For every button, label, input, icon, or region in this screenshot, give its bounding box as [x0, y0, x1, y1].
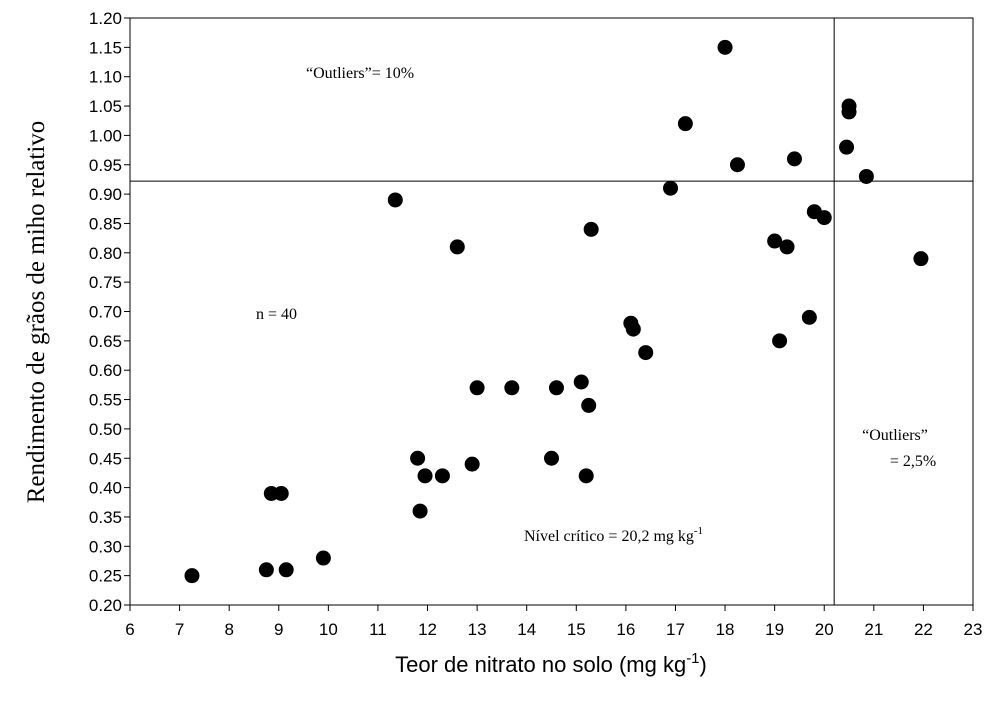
data-point — [638, 345, 654, 361]
data-point — [767, 233, 783, 249]
annotation-outliers-top: “Outliers”= 10% — [306, 65, 414, 82]
data-point — [801, 309, 817, 325]
data-point — [583, 221, 599, 237]
x-tick-label: 7 — [175, 620, 184, 639]
data-point — [273, 485, 289, 501]
data-point — [913, 251, 929, 267]
y-tick-label: 0.85 — [89, 214, 122, 233]
x-tick-label: 19 — [765, 620, 784, 639]
x-tick-label: 15 — [567, 620, 586, 639]
data-point — [464, 456, 480, 472]
x-tick-label: 12 — [418, 620, 437, 639]
y-tick-label: 0.90 — [89, 185, 122, 204]
data-points — [184, 39, 929, 584]
data-point — [449, 239, 465, 255]
y-tick-label: 0.35 — [89, 508, 122, 527]
data-point — [504, 380, 520, 396]
x-tick-label: 16 — [616, 620, 635, 639]
critical-level-text: Nível crítico = 20,2 mg kg — [524, 528, 694, 545]
y-tick-label: 0.95 — [89, 156, 122, 175]
x-tick-label: 10 — [319, 620, 338, 639]
data-point — [717, 39, 733, 55]
data-point — [581, 397, 597, 413]
data-point — [786, 151, 802, 167]
x-tick-label: 6 — [125, 620, 134, 639]
data-point — [434, 468, 450, 484]
y-tick-label: 1.00 — [89, 126, 122, 145]
x-tick-label: 22 — [914, 620, 933, 639]
data-point — [278, 562, 294, 578]
data-point — [315, 550, 331, 566]
data-point — [184, 568, 200, 584]
data-point — [417, 468, 433, 484]
x-tick-label: 8 — [224, 620, 233, 639]
y-tick-label: 0.30 — [89, 537, 122, 556]
y-tick-label: 0.50 — [89, 420, 122, 439]
data-point — [841, 98, 857, 114]
data-point — [663, 180, 679, 196]
y-tick-label: 0.75 — [89, 273, 122, 292]
y-tick-label: 0.25 — [89, 567, 122, 586]
x-axis-title-superscript: -1 — [686, 650, 699, 667]
data-point — [625, 321, 641, 337]
x-tick-label: 9 — [274, 620, 283, 639]
y-tick-label: 0.80 — [89, 244, 122, 263]
x-tick-label: 23 — [964, 620, 983, 639]
x-tick-label: 20 — [815, 620, 834, 639]
x-tick-label: 14 — [517, 620, 536, 639]
annotation-outliers-right-line2: = 2,5% — [890, 453, 936, 470]
y-tick-label: 1.15 — [89, 38, 122, 57]
x-tick-label: 18 — [716, 620, 735, 639]
y-tick-label: 0.65 — [89, 332, 122, 351]
y-tick-label: 1.10 — [89, 68, 122, 87]
data-point — [858, 168, 874, 184]
annotation-critical-level: Nível crítico = 20,2 mg kg-1 — [524, 525, 703, 545]
annotation-outliers-right-line1: “Outliers” — [862, 427, 928, 444]
x-tick-label: 17 — [666, 620, 685, 639]
y-tick-label: 1.20 — [89, 9, 122, 28]
y-tick-label: 0.60 — [89, 361, 122, 380]
x-tick-label: 21 — [864, 620, 883, 639]
data-point — [839, 139, 855, 155]
axis-ticks — [124, 17, 974, 611]
data-point — [772, 333, 788, 349]
axis-tick-labels: 6 7 8 9 10 11 12 13 14 15 16 17 18 19 20 21 22 23 0.20 0.25… — [89, 9, 983, 639]
data-point — [469, 380, 485, 396]
x-tick-label: 11 — [369, 620, 387, 639]
data-point — [412, 503, 428, 519]
x-axis-title-end: ) — [700, 652, 707, 677]
x-axis-title-text: Teor de nitrato no solo (mg kg — [395, 652, 686, 677]
y-tick-label: 0.70 — [89, 303, 122, 322]
data-point — [578, 468, 594, 484]
data-point — [677, 116, 693, 132]
data-point — [816, 210, 832, 226]
data-point — [573, 374, 589, 390]
y-tick-label: 1.05 — [89, 97, 122, 116]
y-axis-title: Rendimento de grãos de miho relativo — [23, 121, 50, 504]
data-point — [544, 450, 559, 466]
data-point — [779, 239, 795, 255]
y-tick-label: 0.55 — [89, 391, 122, 410]
annotation-n: n = 40 — [256, 306, 297, 323]
data-point — [548, 380, 564, 396]
data-point — [387, 192, 403, 208]
data-point — [729, 157, 745, 173]
y-tick-label: 0.45 — [89, 449, 122, 468]
x-tick-label: 13 — [468, 620, 487, 639]
data-point — [410, 450, 426, 466]
y-tick-label: 0.20 — [89, 596, 122, 615]
data-point — [258, 562, 274, 578]
x-axis-title: Teor de nitrato no solo (mg kg-1) — [395, 650, 707, 677]
critical-level-superscript: -1 — [694, 525, 703, 537]
y-tick-label: 0.40 — [89, 479, 122, 498]
